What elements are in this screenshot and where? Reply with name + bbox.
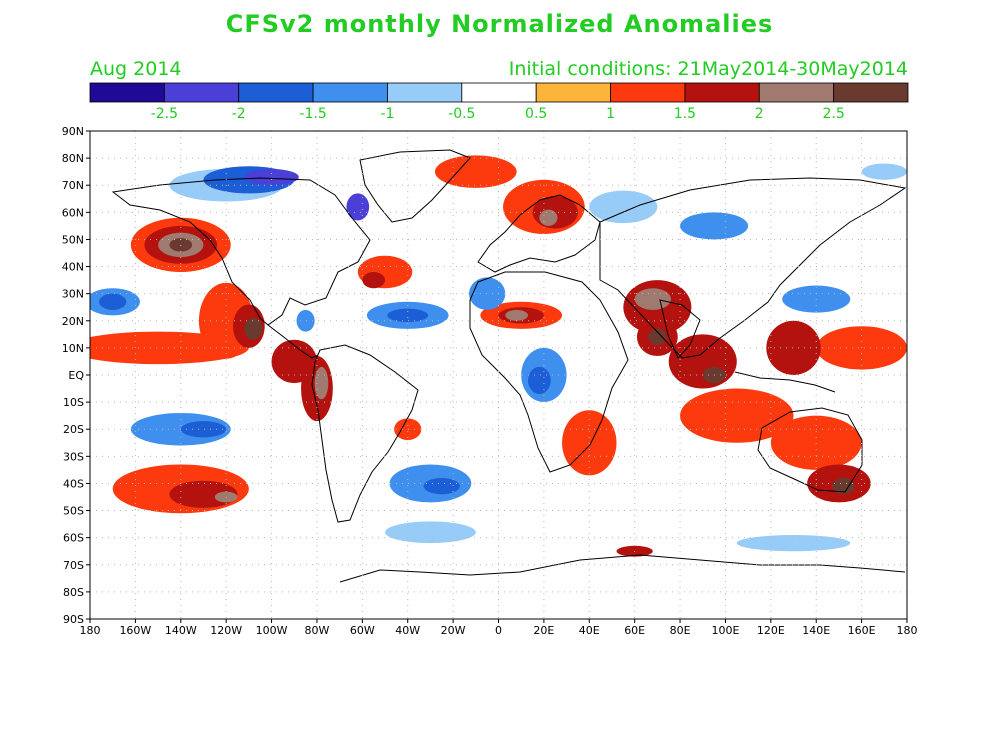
coast-south-america bbox=[311, 344, 419, 523]
anomaly-region bbox=[562, 410, 617, 476]
anomaly-region bbox=[468, 277, 506, 310]
lat-label: 60N bbox=[62, 206, 84, 219]
lon-label: 20E bbox=[533, 624, 554, 637]
colorbar-tick-label: -2.5 bbox=[151, 106, 178, 122]
anomaly-region bbox=[736, 534, 851, 552]
colorbar-tick-label: 1.5 bbox=[674, 106, 696, 122]
coast-australia bbox=[757, 407, 863, 493]
coast-indonesia bbox=[734, 371, 836, 393]
lon-label: 160W bbox=[119, 624, 151, 637]
lon-label: 40W bbox=[395, 624, 420, 637]
anomaly-region bbox=[385, 521, 476, 544]
forecast-month: Aug 2014 bbox=[90, 58, 182, 80]
lat-label: 90S bbox=[63, 613, 84, 626]
colorbar-tick-label: -0.5 bbox=[448, 106, 475, 122]
coast-north-america bbox=[111, 177, 371, 326]
coastlines bbox=[111, 149, 907, 583]
lat-label: 70S bbox=[63, 559, 84, 572]
anomaly-region bbox=[539, 209, 558, 226]
initial-conditions: Initial conditions: 21May2014-30May2014 bbox=[508, 58, 908, 80]
anomaly-region bbox=[648, 328, 667, 346]
latitude-labels: 90N 80N 70N 60N 50N 40N 30N 20N 10N EQ 10S 20S 30S 40… bbox=[62, 125, 90, 626]
lat-label: 30N bbox=[62, 288, 84, 301]
coast-africa bbox=[469, 271, 629, 473]
anomaly-region bbox=[387, 308, 429, 323]
anomaly-region bbox=[668, 334, 737, 389]
lon-label: 40E bbox=[579, 624, 600, 637]
lat-label: 10N bbox=[62, 342, 84, 355]
anomaly-region bbox=[180, 421, 227, 438]
anomaly-region bbox=[244, 318, 263, 340]
anomaly-region bbox=[589, 190, 658, 224]
lon-label: 180 bbox=[897, 624, 918, 637]
lat-label: 50S bbox=[63, 505, 84, 518]
lon-label: 0 bbox=[495, 624, 502, 637]
lon-label: 60W bbox=[350, 624, 375, 637]
lat-label: 30S bbox=[63, 450, 84, 463]
colorbar-tick-label: 2.5 bbox=[823, 106, 845, 122]
lat-label: 10S bbox=[63, 396, 84, 409]
anomaly-region bbox=[861, 163, 907, 180]
anomaly-region bbox=[766, 320, 821, 375]
lat-label: EQ bbox=[68, 369, 84, 382]
colorbar-tick-label: -1.5 bbox=[299, 106, 326, 122]
lon-label: 80E bbox=[670, 624, 691, 637]
anomaly-region bbox=[346, 193, 370, 221]
colorbar-tick-label: -2 bbox=[232, 106, 246, 122]
lon-label: 140W bbox=[165, 624, 197, 637]
lat-label: 50N bbox=[62, 233, 84, 246]
lat-label: 90N bbox=[62, 125, 84, 138]
lon-label: 80W bbox=[305, 624, 330, 637]
coast-greenland bbox=[359, 149, 471, 223]
colorbar-swatch bbox=[833, 82, 909, 103]
lon-label: 140E bbox=[802, 624, 830, 637]
lon-label: 20W bbox=[441, 624, 466, 637]
anomaly-region bbox=[394, 418, 422, 441]
longitude-labels: 180 160W 140W 120W 100W 80W 60W 40W 20W 0 20E 40E 60… bbox=[80, 619, 918, 637]
lon-label: 120E bbox=[757, 624, 785, 637]
lon-label: 100E bbox=[711, 624, 739, 637]
coast-asia bbox=[599, 177, 907, 359]
colorbar: -2.5 -2 -1.5 -1 -0.5 0.5 1 1.5 2 2.5 bbox=[89, 82, 909, 122]
graticule bbox=[90, 131, 907, 619]
colorbar-tick-label: 0.5 bbox=[525, 106, 547, 122]
anomaly-region bbox=[505, 309, 529, 321]
lat-label: 20N bbox=[62, 315, 84, 328]
anomaly-region bbox=[99, 293, 127, 310]
anomaly-region bbox=[634, 288, 671, 310]
anomaly-region bbox=[169, 238, 193, 252]
lat-label: 70N bbox=[62, 179, 84, 192]
lon-label: 60E bbox=[624, 624, 645, 637]
anomaly-region bbox=[423, 478, 460, 495]
lat-label: 20S bbox=[63, 423, 84, 436]
lon-label: 160E bbox=[848, 624, 876, 637]
anomaly-region bbox=[680, 212, 749, 240]
anomaly-region bbox=[362, 271, 386, 289]
lat-label: 40N bbox=[62, 261, 84, 274]
lat-label: 80S bbox=[63, 586, 84, 599]
anomaly-region bbox=[832, 478, 855, 495]
lon-label: 120W bbox=[210, 624, 242, 637]
anomaly-region bbox=[434, 155, 517, 188]
colorbar-tick-label: -1 bbox=[380, 106, 394, 122]
coast-india bbox=[659, 299, 701, 359]
lat-label: 40S bbox=[63, 477, 84, 490]
anomaly-region bbox=[244, 168, 299, 186]
lat-label: 80N bbox=[62, 152, 84, 165]
colorbar-tick-label: 1 bbox=[606, 106, 615, 122]
anomaly-field bbox=[90, 155, 907, 557]
lat-label: 60S bbox=[63, 532, 84, 545]
chart-title: CFSv2 monthly Normalized Anomalies bbox=[225, 10, 774, 38]
anomaly-region bbox=[770, 415, 862, 470]
coast-central-america bbox=[267, 324, 319, 359]
coast-antarctica bbox=[339, 554, 906, 583]
lon-label: 100W bbox=[256, 624, 288, 637]
anomaly-region bbox=[528, 366, 551, 394]
anomaly-region bbox=[296, 309, 315, 332]
colorbar-tick-label: 2 bbox=[755, 106, 764, 122]
lon-label: 180 bbox=[80, 624, 101, 637]
